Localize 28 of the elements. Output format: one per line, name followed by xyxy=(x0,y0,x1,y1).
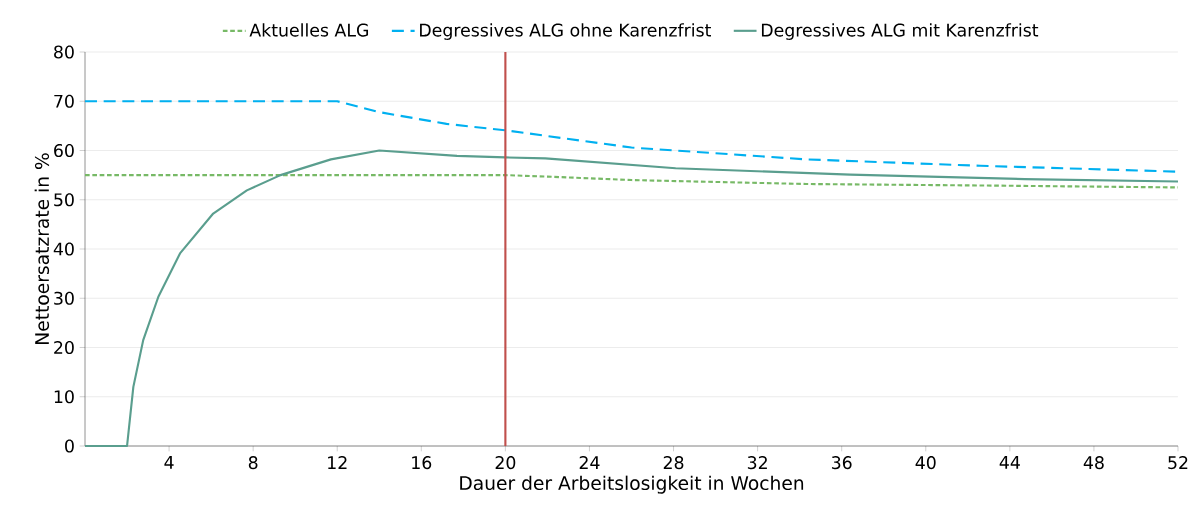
y-axis-title: Nettoersatzrate in % xyxy=(34,153,50,344)
x-tick-label: 4 xyxy=(164,456,174,469)
y-tick-label: 70 xyxy=(54,94,74,108)
x-tick-label: 24 xyxy=(579,456,600,469)
y-tick-label: 80 xyxy=(54,45,74,59)
x-tick-label: 28 xyxy=(663,456,684,470)
legend-label: Degressives ALG mit Karenzfrist xyxy=(761,23,1039,40)
x-tick-label: 40 xyxy=(915,456,936,470)
y-tick-label: 10 xyxy=(54,390,74,404)
x-tick-label: 48 xyxy=(1083,456,1104,470)
y-tick-label: 0 xyxy=(65,439,74,453)
x-tick-label: 36 xyxy=(831,456,852,470)
y-tick-label: 30 xyxy=(54,291,74,305)
x-tick-label: 32 xyxy=(747,456,767,470)
x-axis-title: Dauer der Arbeitslosigkeit in Wochen xyxy=(460,475,804,494)
legend-label: Degressives ALG ohne Karenzfrist xyxy=(420,23,711,40)
y-tick-label: 20 xyxy=(54,340,74,355)
x-tick-label: 20 xyxy=(495,456,516,470)
x-tick-label: 12 xyxy=(328,456,347,469)
y-tick-label: 60 xyxy=(54,143,74,158)
line-series xyxy=(83,174,1180,189)
y-tick-label: 40 xyxy=(53,242,74,256)
y-tick-label: 50 xyxy=(54,193,74,207)
x-tick-label: 16 xyxy=(412,456,432,470)
x-tick-label: 44 xyxy=(999,456,1020,469)
legend-label: Aktuelles ALG xyxy=(249,23,369,37)
x-tick-label: 8 xyxy=(248,456,258,470)
x-tick-label: 52 xyxy=(1168,456,1188,470)
